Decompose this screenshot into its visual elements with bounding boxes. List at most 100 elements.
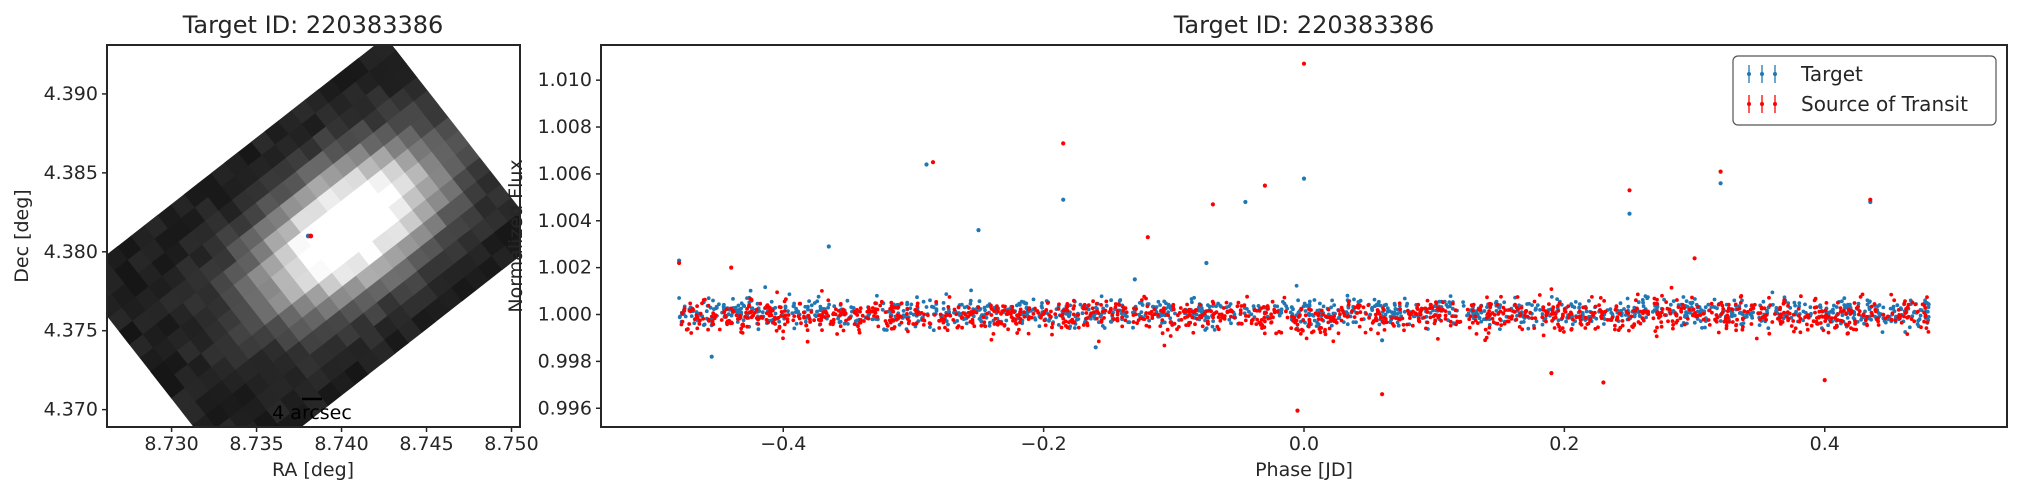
transit-point: [1425, 298, 1430, 303]
transit-point: [1671, 323, 1675, 327]
target-point: [1521, 320, 1526, 324]
target-point: [1831, 307, 1835, 312]
transit-point: [1071, 306, 1076, 311]
transit-point: [1178, 306, 1183, 310]
scale-bar-label: 4 arcsec: [272, 402, 352, 424]
transit-point: [1906, 314, 1911, 319]
transit-point: [1121, 308, 1125, 313]
left-ylabel: Dec [deg]: [11, 189, 33, 282]
transit-point: [739, 326, 744, 331]
transit-point: [1373, 312, 1378, 317]
transit-point: [911, 322, 916, 326]
transit-point: [1432, 321, 1437, 326]
transit-point: [1284, 309, 1288, 314]
target-point: [1227, 317, 1232, 322]
transit-point: [1082, 302, 1087, 307]
transit-point: [873, 307, 878, 311]
transit-point: [1012, 310, 1016, 314]
transit-point: [1602, 299, 1606, 303]
transit-point: [1265, 307, 1270, 311]
transit-point: [1558, 328, 1562, 333]
transit-point: [1115, 316, 1120, 321]
transit-point: [1181, 309, 1186, 314]
transit-point: [834, 307, 838, 312]
transit-point: [1279, 330, 1284, 335]
transit-point: [1590, 295, 1594, 299]
transit-point: [1720, 310, 1725, 315]
transit-point: [1764, 317, 1768, 322]
transit-point: [804, 323, 808, 328]
transit-point: [724, 307, 729, 312]
target-point: [1068, 303, 1073, 308]
transit-point: [1483, 327, 1488, 332]
target-point: [1326, 312, 1331, 317]
transit-point: [1190, 310, 1195, 314]
transit-point: [802, 314, 806, 319]
transit-point: [1425, 320, 1430, 325]
transit-point: [844, 318, 848, 323]
transit-point: [1660, 307, 1665, 311]
target-point: [1751, 310, 1755, 315]
target-point: [884, 328, 889, 332]
transit-point: [1193, 308, 1198, 313]
transit-point: [1035, 309, 1040, 313]
transit-point: [1299, 306, 1304, 311]
transit-point: [1668, 311, 1673, 316]
transit-point: [1596, 325, 1600, 330]
target-point: [1877, 303, 1882, 307]
transit-point-outlier: [1380, 392, 1385, 397]
transit-point: [1721, 307, 1726, 311]
transit-point: [1184, 323, 1188, 327]
target-point: [1282, 301, 1287, 306]
transit-point: [1846, 323, 1850, 327]
transit-point: [1679, 306, 1684, 311]
transit-point: [1474, 332, 1479, 336]
transit-point: [745, 307, 749, 311]
target-point: [1644, 315, 1648, 320]
transit-point: [855, 308, 859, 312]
transit-point: [1437, 313, 1442, 318]
transit-point: [1560, 326, 1565, 330]
transit-point: [1084, 311, 1089, 315]
transit-point: [1451, 301, 1455, 306]
transit-point: [1113, 305, 1118, 309]
transit-point: [1865, 314, 1869, 319]
transit-point: [1892, 298, 1897, 303]
transit-point-outlier: [1301, 61, 1307, 66]
transit-point: [921, 323, 926, 327]
target-point: [1444, 303, 1449, 307]
target-point: [1272, 304, 1277, 308]
image-pixel: [504, 234, 520, 260]
transit-point: [1123, 306, 1128, 311]
transit-point: [1735, 317, 1739, 322]
transit-point: [899, 301, 904, 306]
target-point: [712, 307, 716, 311]
target-point: [1834, 305, 1839, 309]
transit-point: [947, 295, 952, 299]
target-point: [968, 301, 973, 306]
target-point: [1712, 305, 1717, 310]
target-point: [1832, 303, 1836, 308]
transit-point: [1322, 329, 1327, 334]
target-point: [1502, 300, 1507, 305]
target-point: [1534, 307, 1538, 312]
transit-point: [1282, 295, 1287, 300]
transit-point: [1858, 295, 1863, 299]
transit-point: [1778, 307, 1782, 312]
left-y-tick-label: 4.390: [44, 83, 98, 105]
transit-point: [1471, 302, 1476, 307]
transit-point: [1095, 309, 1099, 313]
transit-point-outlier: [1868, 197, 1873, 202]
transit-point: [1382, 321, 1386, 325]
target-point: [1679, 323, 1684, 328]
target-point: [1156, 299, 1161, 304]
transit-point: [856, 324, 860, 329]
image-pixel: [203, 428, 228, 453]
transit-point: [1211, 315, 1215, 320]
transit-point: [1318, 330, 1323, 335]
right-y-ticks: 0.996 0.998 1.000 1.002 1.004 1.006 1.008 1.010: [538, 69, 601, 419]
transit-point: [888, 307, 892, 311]
transit-point: [1216, 315, 1221, 320]
transit-point: [1268, 316, 1273, 320]
transit-point: [995, 306, 999, 311]
